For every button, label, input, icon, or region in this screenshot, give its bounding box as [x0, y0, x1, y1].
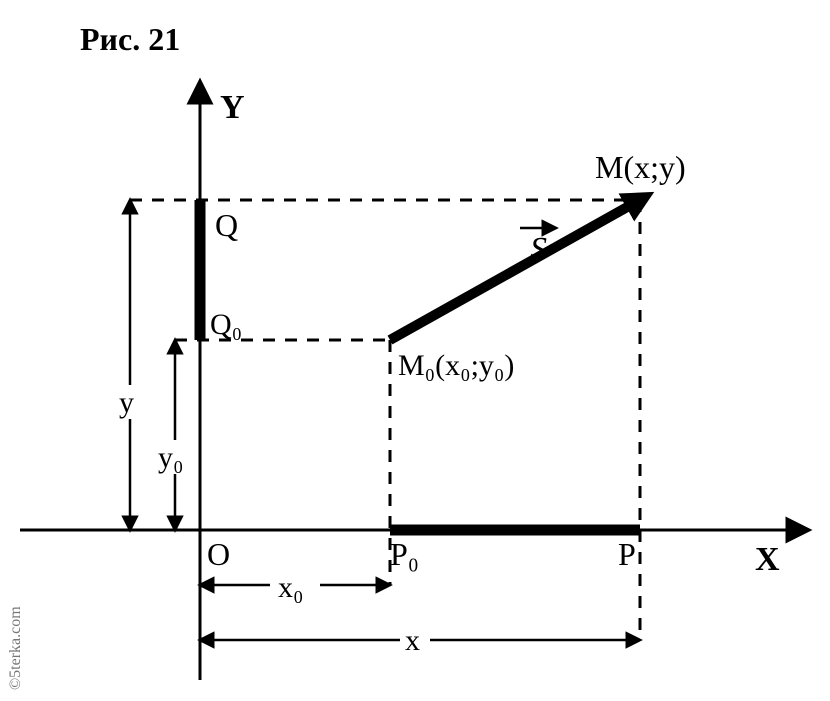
label-X: X — [755, 541, 780, 578]
label-Y: Y — [220, 89, 245, 126]
watermark: ©5terka.com — [7, 606, 24, 690]
label-x0: x₀ — [278, 571, 303, 604]
label-y: y — [119, 386, 134, 419]
figure-title: Рис. 21 — [80, 21, 180, 57]
label-O: O — [207, 536, 230, 572]
label-P: P — [618, 536, 636, 572]
label-x: x — [405, 624, 420, 657]
label-Q: Q — [215, 207, 238, 243]
label-Q0: Q₀ — [210, 308, 242, 341]
vector-S — [390, 201, 638, 340]
svg-text:S: S — [530, 231, 547, 268]
label-M: M(x;y) — [595, 149, 686, 185]
label-M0: M₀(x₀;y₀) — [398, 349, 514, 382]
label-y0: y₀ — [158, 441, 183, 474]
label-P0: P₀ — [390, 536, 419, 572]
